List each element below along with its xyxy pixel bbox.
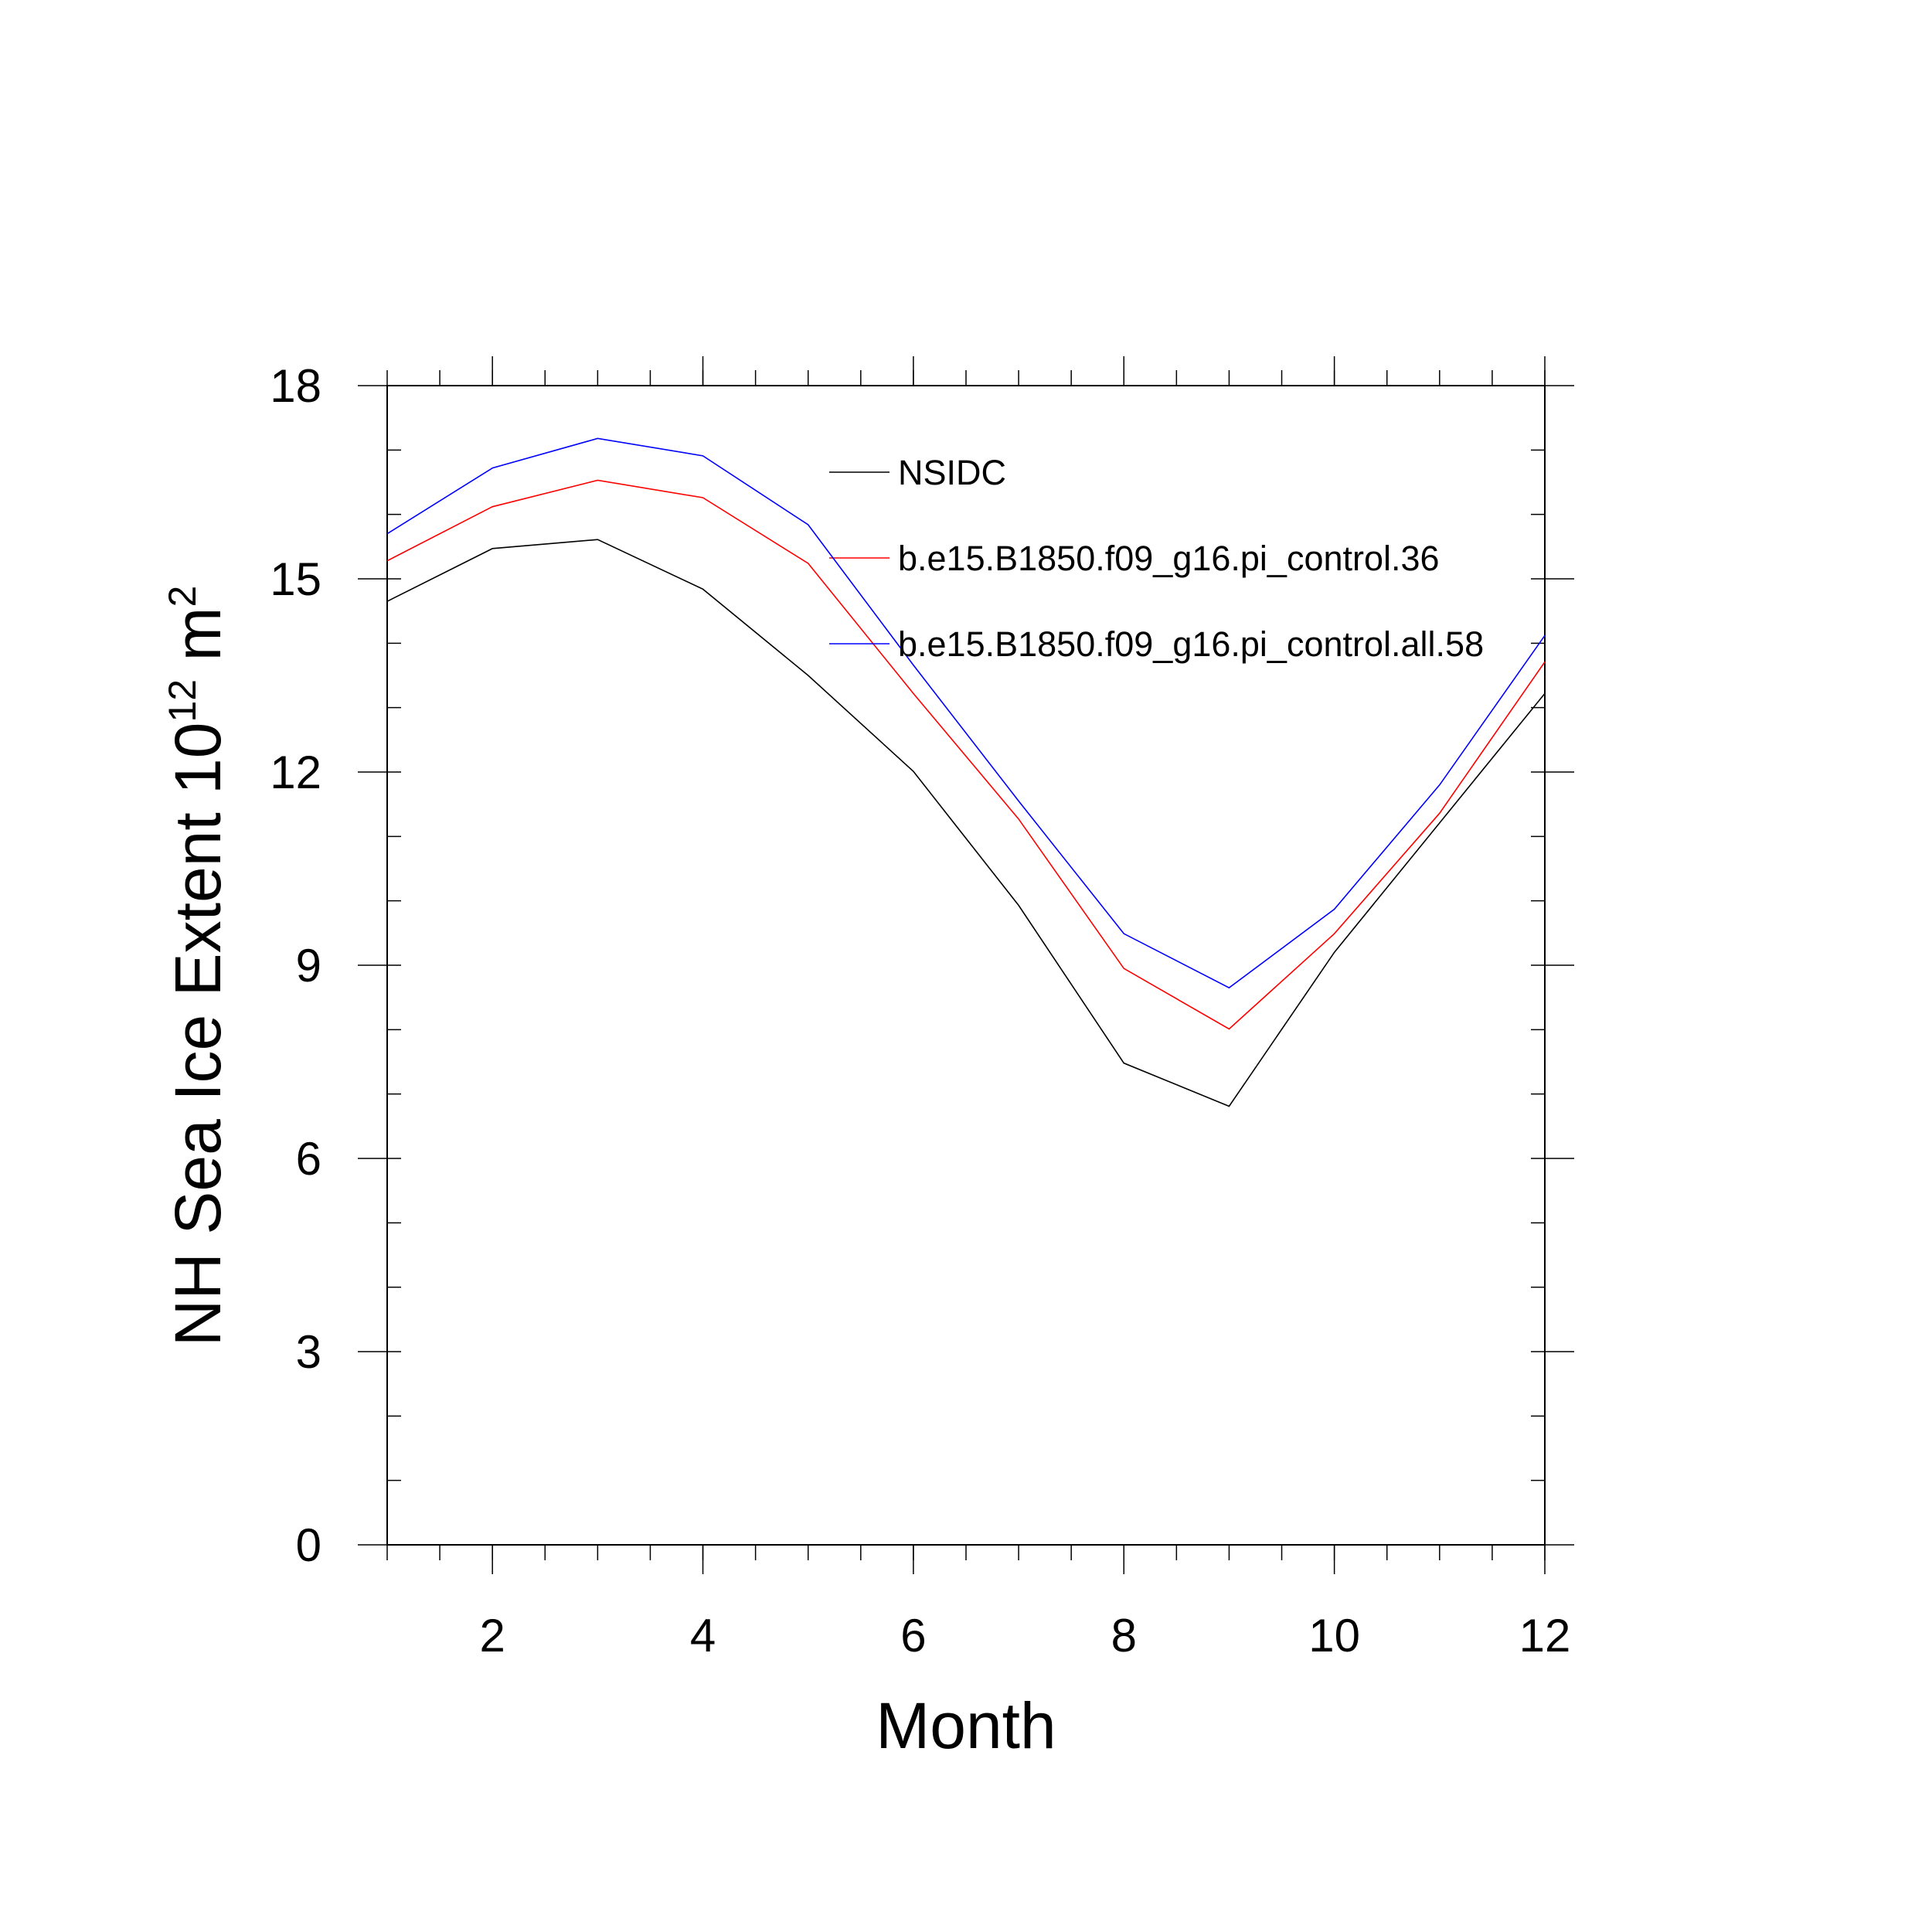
x-tick-label: 6 bbox=[900, 1610, 926, 1662]
x-tick-label: 8 bbox=[1111, 1610, 1137, 1662]
x-tick-label: 2 bbox=[479, 1610, 505, 1662]
y-tick-label: 0 bbox=[296, 1519, 321, 1571]
y-tick-label: 15 bbox=[270, 553, 321, 605]
y-label-exponent: 12 bbox=[161, 679, 204, 723]
y-label-unit: m bbox=[162, 607, 234, 662]
x-tick-label: 10 bbox=[1308, 1610, 1360, 1662]
y-tick-label: 6 bbox=[296, 1133, 321, 1185]
y-tick-label: 3 bbox=[296, 1326, 321, 1378]
y-axis-label: NH Sea Ice Extent 1012 m2 bbox=[161, 586, 234, 1347]
series-line bbox=[386, 437, 1546, 989]
y-tick-label: 12 bbox=[270, 747, 321, 798]
series-line bbox=[386, 479, 1546, 1030]
y-label-unit-exponent: 2 bbox=[161, 586, 204, 607]
legend-label: NSIDC bbox=[898, 453, 1006, 492]
plot-frame bbox=[386, 385, 1546, 1546]
legend-label: b.e15.B1850.f09_g16.pi_control.all.58 bbox=[898, 624, 1484, 664]
legend-label: b.e15.B1850.f09_g16.pi_control.36 bbox=[898, 539, 1440, 578]
x-tick-label: 4 bbox=[690, 1610, 716, 1662]
x-tick-label: 12 bbox=[1519, 1610, 1571, 1662]
y-tick-label: 18 bbox=[270, 360, 321, 412]
y-tick-label: 9 bbox=[296, 940, 321, 992]
x-axis-label: Month bbox=[876, 1689, 1056, 1762]
y-label-text: NH Sea Ice Extent 10 bbox=[162, 723, 234, 1347]
y-label-space bbox=[162, 662, 234, 679]
series-line bbox=[386, 539, 1546, 1107]
